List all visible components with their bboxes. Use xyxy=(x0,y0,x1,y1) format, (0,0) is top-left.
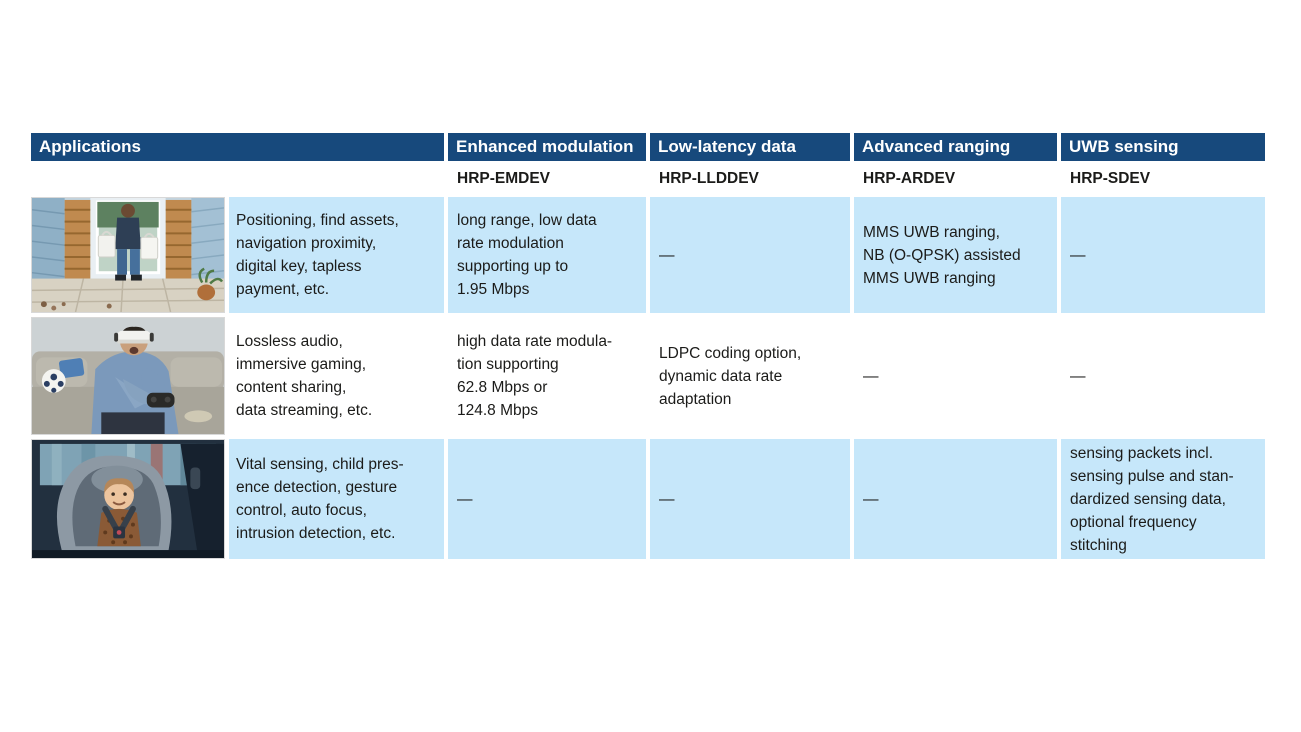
subheader-device-hrp-llddev: HRP-LLDDEV xyxy=(650,165,850,193)
uwb-feature-table: Applications Enhanced modulation Low-lat… xyxy=(31,133,1265,559)
photo-vr-gaming xyxy=(31,317,225,435)
subheader-device-hrp-sdev: HRP-SDEV xyxy=(1061,165,1265,193)
cell-sensing-enhanced-modulation: — xyxy=(448,439,646,559)
cell-gaming-uwb-sensing: — xyxy=(1061,317,1265,435)
cell-gaming-low-latency-data: LDPC coding option, dynamic data rate ad… xyxy=(650,317,850,435)
header-cell-applications: Applications xyxy=(31,133,444,161)
cell-sensing-uwb-sensing: sensing packets incl. sensing pulse and … xyxy=(1061,439,1265,559)
cell-gaming-advanced-ranging: — xyxy=(854,317,1057,435)
header-cell-low-latency-data: Low-latency data xyxy=(650,133,850,161)
header-cell-uwb-sensing: UWB sensing xyxy=(1061,133,1265,161)
cell-positioning-enhanced-modulation: long range, low data rate modulation sup… xyxy=(448,197,646,313)
cell-gaming-enhanced-modulation: high data rate modula- tion supporting 6… xyxy=(448,317,646,435)
header-cell-enhanced-modulation: Enhanced modulation xyxy=(448,133,646,161)
cell-sensing-advanced-ranging: — xyxy=(854,439,1057,559)
child-car-seat-illustration xyxy=(32,440,224,558)
vr-gaming-illustration xyxy=(32,318,224,434)
subheader-device-hrp-emdev: HRP-EMDEV xyxy=(448,165,646,193)
header-cell-advanced-ranging: Advanced ranging xyxy=(854,133,1057,161)
cell-sensing-applications: Vital sensing, child pres- ence detectio… xyxy=(229,439,444,559)
cell-gaming-applications: Lossless audio, immersive gaming, conten… xyxy=(229,317,444,435)
cell-positioning-low-latency-data: — xyxy=(650,197,850,313)
photo-front-door-shopping xyxy=(31,197,225,313)
photo-child-car-seat xyxy=(31,439,225,559)
subheader-device-hrp-ardev: HRP-ARDEV xyxy=(854,165,1057,193)
cell-positioning-advanced-ranging: MMS UWB ranging, NB (O-QPSK) assisted MM… xyxy=(854,197,1057,313)
cell-positioning-applications: Positioning, find assets, navigation pro… xyxy=(229,197,444,313)
cell-sensing-low-latency-data: — xyxy=(650,439,850,559)
front-door-illustration xyxy=(32,198,224,312)
cell-positioning-uwb-sensing: — xyxy=(1061,197,1265,313)
